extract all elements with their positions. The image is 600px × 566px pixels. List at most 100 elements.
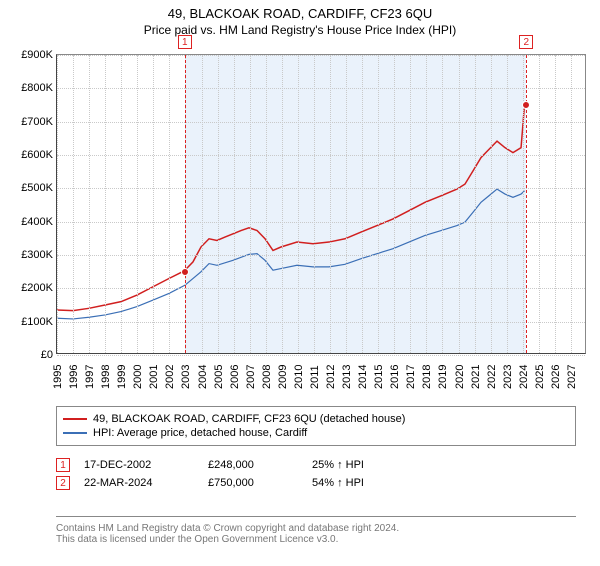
footer-line-2: This data is licensed under the Open Gov… [56, 534, 576, 545]
legend-item: 49, BLACKOAK ROAD, CARDIFF, CF23 6QU (de… [63, 413, 569, 425]
y-axis-label: £100K [21, 316, 53, 328]
legend-swatch [63, 432, 87, 434]
x-axis-label: 2015 [373, 365, 385, 389]
chart-title: 49, BLACKOAK ROAD, CARDIFF, CF23 6QU [0, 6, 600, 21]
gridline-v [314, 55, 315, 353]
x-axis-label: 2008 [261, 365, 273, 389]
gridline-v [121, 55, 122, 353]
gridline-v [571, 55, 572, 353]
legend-item: HPI: Average price, detached house, Card… [63, 427, 569, 439]
y-axis-label: £700K [21, 116, 53, 128]
transaction-row: 2 22-MAR-2024 £750,000 54% ↑ HPI [56, 476, 576, 490]
gridline-v [426, 55, 427, 353]
gridline-v [394, 55, 395, 353]
gridline-v [250, 55, 251, 353]
x-axis-label: 2024 [518, 365, 530, 389]
transaction-date: 17-DEC-2002 [84, 459, 194, 471]
x-axis-label: 2003 [180, 365, 192, 389]
series-line [57, 105, 525, 311]
x-axis-label: 2020 [454, 365, 466, 389]
legend: 49, BLACKOAK ROAD, CARDIFF, CF23 6QU (de… [56, 406, 576, 446]
chart-container: 49, BLACKOAK ROAD, CARDIFF, CF23 6QU Pri… [0, 6, 600, 566]
gridline-v [410, 55, 411, 353]
gridline-v [218, 55, 219, 353]
legend-label: 49, BLACKOAK ROAD, CARDIFF, CF23 6QU (de… [93, 413, 405, 425]
footer-line-1: Contains HM Land Registry data © Crown c… [56, 523, 576, 534]
gridline-v [442, 55, 443, 353]
x-axis-label: 2017 [405, 365, 417, 389]
transaction-pct: 54% ↑ HPI [312, 477, 402, 489]
x-axis-label: 2007 [245, 365, 257, 389]
y-axis-label: £400K [21, 216, 53, 228]
x-axis-label: 1997 [84, 365, 96, 389]
x-axis-label: 1999 [116, 365, 128, 389]
x-axis-label: 2021 [470, 365, 482, 389]
transaction-badge: 2 [56, 476, 70, 490]
gridline-v [282, 55, 283, 353]
x-axis-label: 2001 [148, 365, 160, 389]
gridline-v [202, 55, 203, 353]
transaction-pct: 25% ↑ HPI [312, 459, 402, 471]
gridline-v [137, 55, 138, 353]
transaction-badge: 1 [56, 458, 70, 472]
x-axis-label: 2000 [132, 365, 144, 389]
marker-badge: 2 [519, 35, 533, 49]
x-axis-label: 2010 [293, 365, 305, 389]
gridline-v [234, 55, 235, 353]
y-axis-label: £500K [21, 182, 53, 194]
x-axis-label: 2012 [325, 365, 337, 389]
x-axis-label: 2026 [550, 365, 562, 389]
x-axis-label: 2014 [357, 365, 369, 389]
transactions-table: 1 17-DEC-2002 £248,000 25% ↑ HPI 2 22-MAR-202… [56, 454, 576, 494]
gridline-v [57, 55, 58, 353]
y-axis-label: £800K [21, 82, 53, 94]
x-axis-label: 2018 [421, 365, 433, 389]
gridline-v [153, 55, 154, 353]
gridline-v [507, 55, 508, 353]
gridline-v [539, 55, 540, 353]
chart-subtitle: Price paid vs. HM Land Registry's House … [0, 23, 600, 37]
x-axis-label: 1998 [100, 365, 112, 389]
x-axis-label: 2004 [197, 365, 209, 389]
x-axis-label: 2027 [566, 365, 578, 389]
gridline-v [346, 55, 347, 353]
x-axis-label: 2016 [389, 365, 401, 389]
x-axis-label: 1996 [68, 365, 80, 389]
x-axis-label: 2023 [502, 365, 514, 389]
gridline-v [475, 55, 476, 353]
x-axis-label: 2009 [277, 365, 289, 389]
y-axis-label: £600K [21, 149, 53, 161]
transaction-price: £750,000 [208, 477, 298, 489]
gridline-h [57, 355, 585, 356]
gridline-v [169, 55, 170, 353]
transaction-date: 22-MAR-2024 [84, 477, 194, 489]
y-axis-label: £900K [21, 49, 53, 61]
x-axis-label: 2013 [341, 365, 353, 389]
gridline-v [105, 55, 106, 353]
x-axis-label: 2022 [486, 365, 498, 389]
marker-line [185, 55, 186, 353]
x-axis-label: 2019 [437, 365, 449, 389]
legend-swatch [63, 418, 87, 420]
x-axis-label: 2005 [213, 365, 225, 389]
y-axis-label: £0 [41, 349, 53, 361]
gridline-v [523, 55, 524, 353]
footer: Contains HM Land Registry data © Crown c… [56, 516, 576, 545]
gridline-v [555, 55, 556, 353]
gridline-v [459, 55, 460, 353]
gridline-v [491, 55, 492, 353]
plot-area: £0£100K£200K£300K£400K£500K£600K£700K£80… [56, 54, 586, 354]
gridline-v [330, 55, 331, 353]
y-axis-label: £200K [21, 282, 53, 294]
gridline-v [298, 55, 299, 353]
x-axis-label: 2002 [164, 365, 176, 389]
gridline-v [89, 55, 90, 353]
x-axis-label: 2011 [309, 365, 321, 389]
transaction-price: £248,000 [208, 459, 298, 471]
legend-label: HPI: Average price, detached house, Card… [93, 427, 307, 439]
marker-badge: 1 [178, 35, 192, 49]
x-axis-label: 1995 [52, 365, 64, 389]
marker-dot [522, 101, 530, 109]
y-axis-label: £300K [21, 249, 53, 261]
transaction-row: 1 17-DEC-2002 £248,000 25% ↑ HPI [56, 458, 576, 472]
